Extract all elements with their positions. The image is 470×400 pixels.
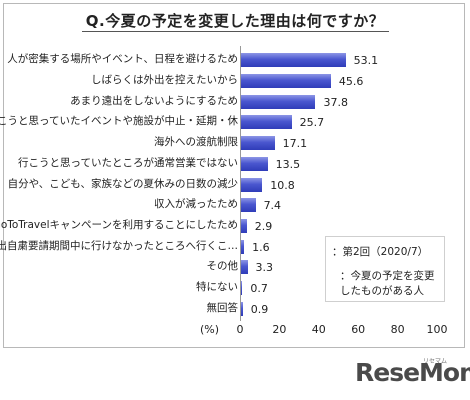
legend-series-label: ：第2回（2020/7） (332, 246, 429, 258)
value-label: 17.1 (282, 137, 308, 151)
value-label: 53.1 (353, 54, 379, 68)
bar (241, 94, 316, 109)
category-label: 海外への渡航制限 (154, 136, 238, 149)
value-label: 0.9 (250, 302, 269, 316)
category-label: あまり遠出をしないようにするため (70, 94, 238, 107)
bar (241, 136, 275, 151)
bar (241, 198, 256, 213)
category-label: 無回答 (206, 301, 239, 314)
title-underline (82, 31, 389, 32)
bar (241, 53, 346, 68)
value-label: 10.8 (270, 178, 295, 192)
category-label: 外出自粛要請期間中に行けなかったところへ行くこ… (0, 239, 238, 252)
value-label: 0.7 (250, 282, 268, 296)
resemom-logo: ReseMom (355, 358, 470, 387)
bar (241, 177, 263, 192)
y-axis-line (240, 46, 241, 322)
value-label: 45.6 (338, 75, 364, 89)
bar (241, 239, 245, 254)
value-label: 13.5 (275, 157, 301, 171)
value-label: 1.6 (252, 240, 270, 254)
value-label: 7.4 (263, 199, 282, 213)
x-tick-label: 0 (236, 323, 244, 336)
bar (241, 115, 292, 130)
legend-note-line-2: したものがある人 (340, 285, 424, 297)
category-label: 行こうと思っていたところが通常営業ではない (18, 156, 238, 169)
x-tick-label: 60 (351, 323, 366, 336)
value-label: 25.7 (299, 116, 325, 130)
x-tick-label: 40 (311, 323, 326, 336)
category-label: 行こうと思っていたイベントや施設が中止・延期・休 (0, 115, 238, 128)
category-label: 特にない (196, 281, 238, 294)
bar (241, 218, 247, 233)
logo-ruby: リセマム (423, 358, 448, 365)
legend-note-line-1: ：今夏の予定を変更 (340, 270, 435, 282)
category-label: 自分や、こども、家族などの夏休みの日数の減少 (7, 177, 238, 190)
value-label: 37.8 (323, 95, 348, 109)
category-label: しばらくは外出を控えたいから (91, 74, 238, 87)
category-label: その他 (206, 260, 239, 273)
x-tick-label: 80 (390, 323, 405, 336)
bar (241, 74, 331, 89)
category-label: 人が密集する場所やイベント、日程を避けるため (7, 53, 238, 66)
bar (241, 301, 243, 316)
bar (241, 260, 248, 275)
value-label: 3.3 (255, 261, 274, 275)
chart-title: Q.今夏の予定を変更した理由は何ですか？ (85, 12, 385, 30)
value-label: 2.9 (254, 219, 273, 233)
x-tick-label: 100 (426, 323, 448, 336)
legend-note: ：今夏の予定を変更 したものがある人 (340, 269, 435, 299)
category-label: GoToTravelキャンペーンを利用することにしたため (0, 218, 238, 231)
legend: ：第2回（2020/7） ：今夏の予定を変更 したものがある人 (325, 236, 445, 302)
category-label: 収入が減ったため (154, 198, 238, 211)
x-tick-label: 20 (272, 323, 287, 336)
bar (241, 281, 243, 296)
unit-label: (%) (200, 323, 220, 336)
bar (241, 156, 268, 171)
